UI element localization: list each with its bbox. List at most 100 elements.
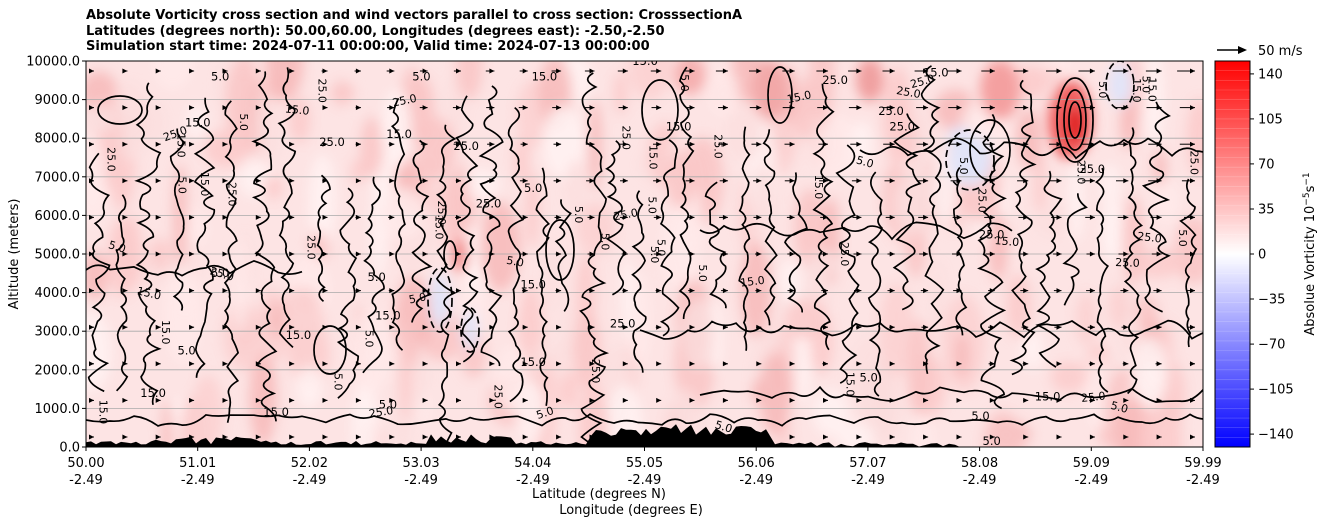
wind-vector-head xyxy=(255,251,261,257)
colorbar-tick-label: −140 xyxy=(1258,428,1294,443)
wind-vector-head xyxy=(522,288,528,294)
colorbar-label: Absolue Vorticity 10−5s−1 xyxy=(1302,172,1318,335)
field-patch xyxy=(1034,204,1076,237)
wind-vector-head xyxy=(389,251,395,257)
wind-vector-head xyxy=(1156,141,1162,147)
wind-vector-head xyxy=(456,434,461,440)
wind-vector-head xyxy=(856,361,862,367)
y-axis: 0.0 1000.0 2000.0 3000.0 4000.0 5000.0 6000.0 7… xyxy=(26,55,86,456)
field-patch xyxy=(186,103,207,139)
wind-vector-head xyxy=(155,324,161,330)
wind-vector-head xyxy=(255,105,261,111)
x-tick-label-lon: -2.49 xyxy=(1186,473,1220,488)
wind-vector-head xyxy=(289,141,295,147)
contour-line xyxy=(953,166,968,336)
wind-vector-head xyxy=(1089,434,1095,440)
wind-vector-head xyxy=(489,434,495,440)
field-strong-red xyxy=(674,61,706,95)
wind-vector-head xyxy=(689,68,695,74)
wind-vector-head xyxy=(889,397,895,403)
wind-vector-head xyxy=(422,434,428,440)
contour-label: 25.0 xyxy=(304,235,317,260)
quiver-key-arrow-head xyxy=(1238,46,1247,54)
wind-vector-head xyxy=(1156,251,1162,257)
wind-vector-head xyxy=(456,214,461,220)
wind-vector-head xyxy=(522,434,528,440)
field-patch xyxy=(1033,149,1047,217)
contour-lines xyxy=(86,61,1203,447)
contour-label: 25.0 xyxy=(612,206,638,223)
field-patch xyxy=(296,360,323,409)
wind-vector-head xyxy=(155,288,161,294)
wind-vector-head xyxy=(722,324,728,330)
contour-label: 5.0 xyxy=(412,69,430,83)
field-patch xyxy=(879,283,914,378)
wind-vector-head xyxy=(89,434,94,440)
wind-vector-head xyxy=(556,324,562,330)
field-patch xyxy=(1152,178,1181,225)
wind-vector-head xyxy=(1190,251,1195,257)
x-tick-label-lon: -2.49 xyxy=(628,473,662,488)
wind-vector-head xyxy=(1123,68,1129,74)
field-patch xyxy=(665,149,696,208)
contour-label: 25.0 xyxy=(620,126,633,151)
contour-line xyxy=(455,95,479,363)
wind-vector-head xyxy=(856,397,862,403)
wind-vector-head xyxy=(122,214,128,220)
wind-vector-head xyxy=(1023,178,1029,184)
contour-loop xyxy=(1056,77,1094,163)
wind-vector-head xyxy=(355,397,361,403)
wind-vector-head xyxy=(422,361,428,367)
quiver-key-label: 50 m/s xyxy=(1258,44,1303,59)
contour-label: 5.0 xyxy=(655,239,668,257)
field-patch xyxy=(351,379,379,447)
wind-vector-head xyxy=(189,251,195,257)
wind-vector-head xyxy=(889,434,895,440)
wind-vector-head xyxy=(722,361,728,367)
contour-line xyxy=(87,152,111,393)
contour-label: 15.0 xyxy=(1130,78,1143,103)
field-strong-red xyxy=(1065,107,1085,143)
wind-vector-head xyxy=(656,251,662,257)
contour-loop xyxy=(545,219,575,281)
wind-vector-head xyxy=(1089,178,1095,184)
wind-vector-head xyxy=(456,178,461,184)
contour-label: 25.0 xyxy=(1188,151,1201,176)
contour-label: 15.0 xyxy=(786,88,813,106)
contour-line xyxy=(631,190,647,373)
wind-vector-head xyxy=(789,434,795,440)
wind-vector-head xyxy=(489,68,495,74)
field-patch xyxy=(288,288,325,371)
contour-label: 25.0 xyxy=(208,265,235,284)
wind-vector-head xyxy=(556,434,562,440)
wind-vector-head xyxy=(222,251,228,257)
contour-label: 15.0 xyxy=(159,320,172,345)
contour-loop xyxy=(641,79,679,141)
wind-vector-head xyxy=(889,324,895,330)
wind-vector-head xyxy=(622,361,628,367)
wind-vector-head xyxy=(622,178,628,184)
wind-vector-head xyxy=(856,105,862,111)
wind-vector-head xyxy=(255,361,261,367)
wind-vector-head xyxy=(923,141,929,147)
contour-line xyxy=(699,385,1203,403)
wind-vector-head xyxy=(422,288,428,294)
wind-vector-head xyxy=(589,288,595,294)
wind-vector-head xyxy=(456,324,461,330)
field-patch xyxy=(516,380,545,444)
x-axis-label-line-2: Longitude (degrees E) xyxy=(559,503,703,518)
wind-vector-head xyxy=(722,141,728,147)
contour-line xyxy=(659,139,680,337)
wind-vector-head xyxy=(823,324,828,330)
contour-label: 5.0 xyxy=(598,233,611,251)
contour-label: 5.0 xyxy=(678,74,691,92)
wind-vector-head xyxy=(1156,434,1162,440)
wind-vector-head xyxy=(289,105,295,111)
contour-label: 5.0 xyxy=(696,264,709,282)
wind-vector-head xyxy=(222,397,228,403)
wind-vector-head xyxy=(1156,68,1162,74)
field-patch xyxy=(525,171,540,249)
wind-vector-head xyxy=(556,251,562,257)
wind-vector-head xyxy=(489,141,495,147)
wind-vector-head xyxy=(422,251,428,257)
